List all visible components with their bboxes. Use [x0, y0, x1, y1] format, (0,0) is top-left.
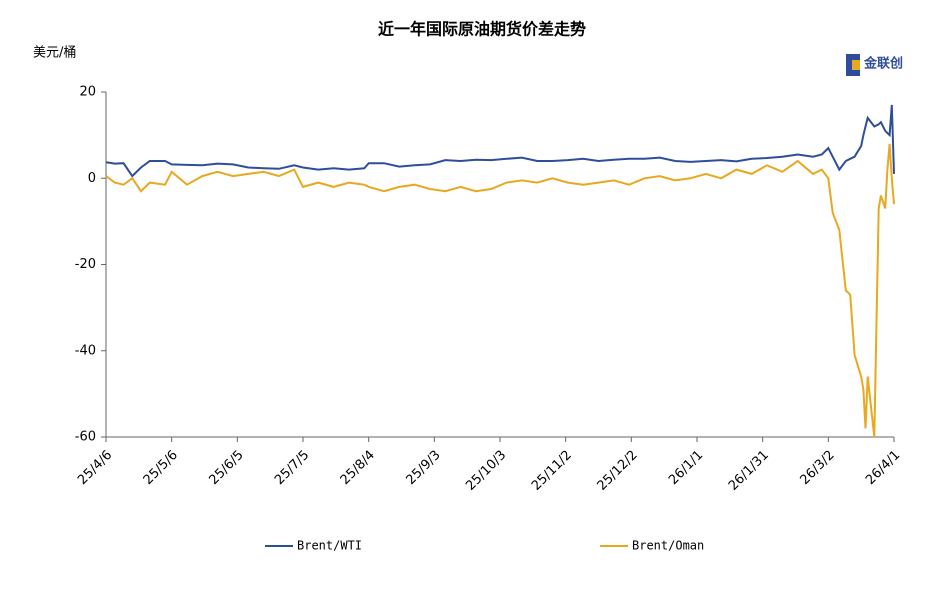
y-axis-label: 美元/桶: [33, 46, 76, 61]
x-tick-label: 25/11/2: [529, 448, 575, 494]
logo: 金联创: [863, 56, 903, 72]
x-tick-label: 25/6/5: [206, 448, 246, 488]
series-line: [105, 104, 895, 178]
legend-label: Brent/WTI: [297, 539, 362, 553]
legend-label: Brent/Oman: [632, 539, 704, 553]
x-tick-label: 25/12/2: [595, 448, 641, 494]
x-tick-label: 25/8/4: [338, 448, 378, 488]
x-tick-label: 26/1/31: [726, 448, 772, 494]
x-tick-label: 25/5/6: [141, 448, 181, 488]
y-tick-label: -20: [75, 257, 96, 272]
x-tick-label: 26/4/1: [863, 448, 903, 488]
y-tick-label: -60: [75, 430, 96, 445]
series-line: [105, 143, 895, 438]
y-tick-label: -40: [75, 343, 96, 358]
x-tick-label: 25/10/3: [463, 448, 509, 494]
x-tick-label: 25/9/3: [403, 448, 443, 488]
x-tick-label: 26/1/1: [666, 448, 706, 488]
logo-icon-accent: [852, 60, 860, 70]
y-tick-label: 0: [88, 171, 96, 186]
x-tick-label: 26/3/2: [797, 448, 837, 488]
x-tick-label: 25/4/6: [75, 448, 115, 488]
x-tick-label: 25/7/5: [272, 448, 312, 488]
chart-title: 近一年国际原油期货价差走势: [378, 20, 586, 39]
y-tick-label: 20: [79, 85, 96, 100]
